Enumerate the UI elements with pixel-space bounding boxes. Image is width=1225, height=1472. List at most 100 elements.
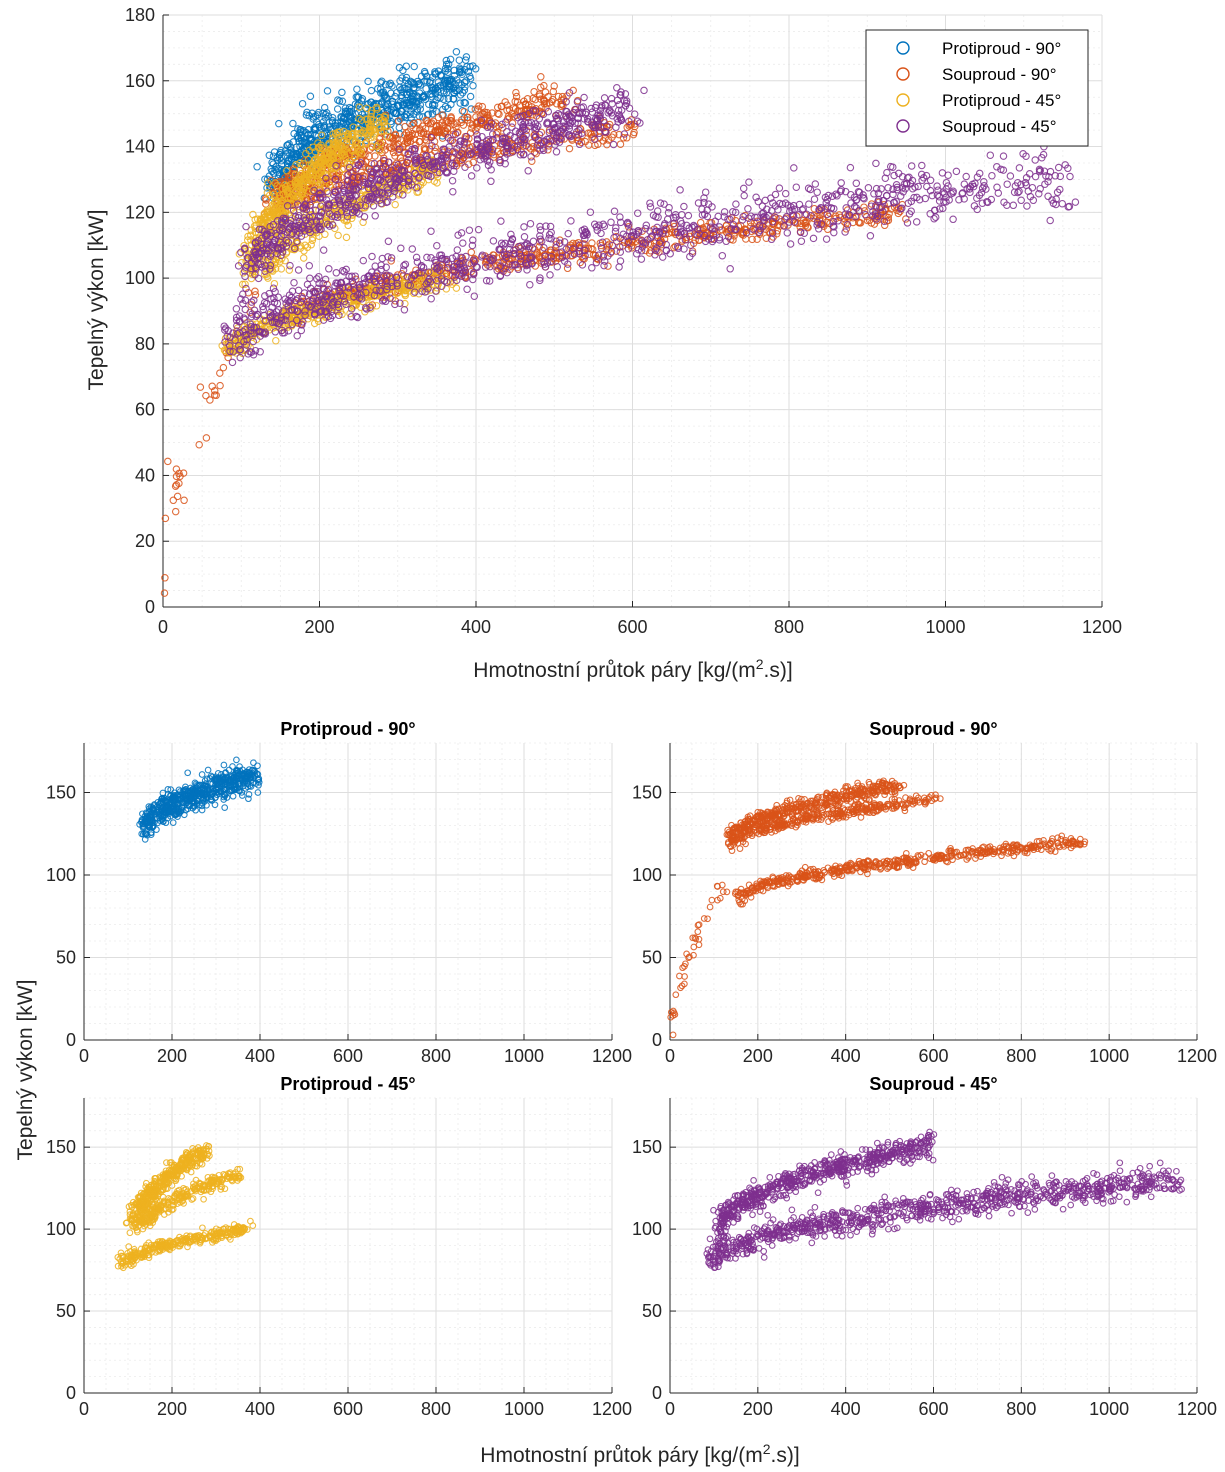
data-point <box>640 86 648 95</box>
data-point <box>391 200 399 209</box>
data-point <box>526 280 534 289</box>
data-point <box>411 130 420 139</box>
data-point <box>414 118 422 127</box>
data-point <box>327 126 336 134</box>
data-point <box>588 264 596 272</box>
data-point <box>446 55 455 64</box>
series-protiproud-90- <box>253 48 480 227</box>
data-point <box>1015 164 1024 172</box>
data-point <box>658 253 667 261</box>
data-point <box>912 218 921 226</box>
data-point <box>444 68 452 77</box>
data-point <box>599 220 607 229</box>
data-point <box>345 103 354 112</box>
data-point <box>676 186 684 194</box>
data-point <box>394 102 403 111</box>
data-point <box>338 88 346 97</box>
data-point <box>216 369 224 377</box>
data-point <box>526 219 535 228</box>
data-point <box>400 261 408 270</box>
data-point <box>918 161 926 170</box>
data-point <box>403 138 412 147</box>
y-tick-label: 120 <box>125 202 155 222</box>
data-point <box>171 507 180 516</box>
data-point <box>467 172 476 180</box>
data-point <box>450 88 458 97</box>
data-point <box>466 92 475 101</box>
data-point <box>452 284 461 292</box>
data-point <box>427 227 435 235</box>
data-point <box>440 129 449 138</box>
data-point <box>923 182 931 191</box>
data-point <box>810 195 819 203</box>
data-point <box>775 184 784 192</box>
data-point <box>429 101 437 110</box>
data-point <box>408 121 416 129</box>
data-point <box>413 92 421 100</box>
data-point <box>416 105 425 113</box>
data-point <box>442 56 451 65</box>
data-point <box>420 67 429 76</box>
data-point <box>441 64 450 73</box>
data-point <box>797 237 806 245</box>
data-point <box>423 72 431 81</box>
data-point <box>406 119 414 127</box>
data-point <box>680 202 688 211</box>
data-point <box>607 218 615 227</box>
data-point <box>404 99 413 107</box>
data-point <box>508 123 516 131</box>
data-point <box>409 110 418 119</box>
data-point <box>610 207 619 216</box>
data-point <box>202 391 210 400</box>
data-point <box>296 125 304 134</box>
data-point <box>432 96 440 104</box>
data-point <box>354 93 363 101</box>
data-point <box>272 336 280 345</box>
data-point <box>866 232 875 240</box>
data-point <box>404 80 412 88</box>
data-point <box>299 127 308 135</box>
data-point <box>460 86 469 94</box>
data-point <box>228 358 237 367</box>
data-point <box>450 80 459 88</box>
data-point <box>455 68 464 77</box>
data-point <box>427 294 435 303</box>
data-point <box>386 79 395 88</box>
data-point <box>202 434 211 442</box>
data-point <box>615 263 623 271</box>
data-point <box>307 135 315 143</box>
data-point <box>416 101 425 109</box>
data-point <box>371 212 379 220</box>
data-point <box>377 79 385 87</box>
data-point <box>600 261 608 270</box>
data-point <box>295 137 303 146</box>
data-point <box>277 146 285 155</box>
data-point <box>786 240 795 248</box>
data-point <box>367 98 375 106</box>
data-point <box>164 457 172 466</box>
data-point <box>616 257 625 265</box>
data-point <box>275 164 283 173</box>
data-point <box>455 56 464 64</box>
x-tick-label: 1000 <box>925 617 965 637</box>
data-point <box>442 88 451 97</box>
data-point <box>701 188 710 196</box>
data-point <box>452 48 461 56</box>
data-point <box>401 113 410 122</box>
data-point <box>501 98 509 106</box>
data-point <box>1028 183 1037 192</box>
data-point <box>263 175 272 184</box>
data-point <box>365 152 373 161</box>
data-point <box>253 163 261 171</box>
data-point <box>612 123 620 132</box>
y-tick-label: 180 <box>125 5 155 25</box>
data-point <box>396 114 405 123</box>
data-point <box>335 97 344 105</box>
y-tick-label: 20 <box>135 531 155 551</box>
data-point <box>852 179 861 188</box>
data-point <box>285 140 293 148</box>
data-point <box>456 91 465 99</box>
data-point <box>439 105 447 114</box>
x-tick-label: 1200 <box>1082 617 1122 637</box>
